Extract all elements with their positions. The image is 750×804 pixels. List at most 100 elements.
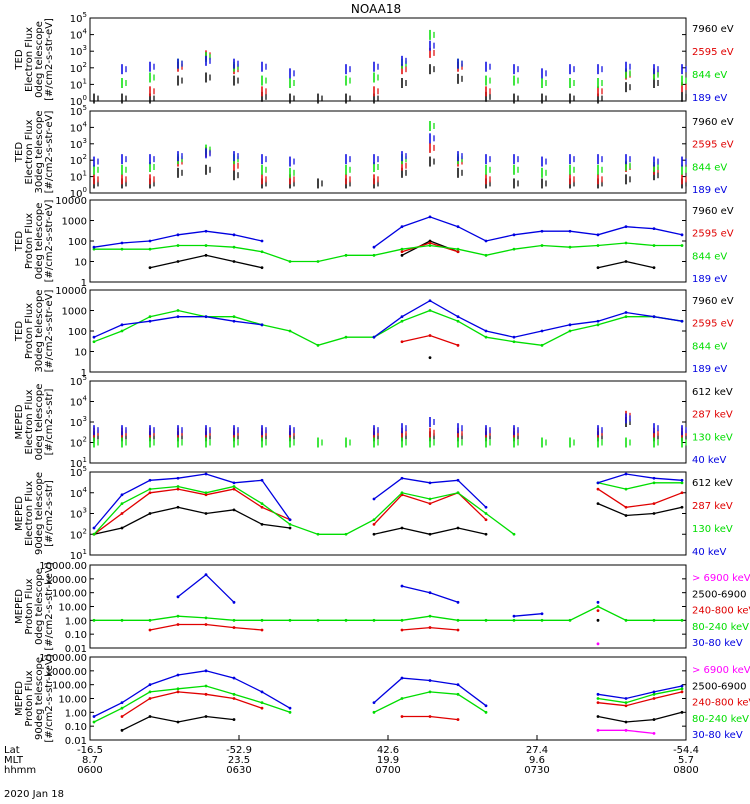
series-2595-ev <box>400 334 460 347</box>
data-point <box>456 247 460 251</box>
data-point <box>456 250 460 254</box>
y-axis-label-line: TED <box>14 321 25 342</box>
data-point <box>120 493 124 497</box>
series-line <box>93 309 683 346</box>
data-point <box>260 690 264 694</box>
series-line <box>597 482 682 490</box>
y-tick-label: 103 <box>70 507 87 521</box>
panel-frame <box>89 199 687 283</box>
x-tick-hhmm: 0800 <box>673 765 698 776</box>
y-tick-label: 10000 <box>55 286 87 297</box>
x-tick-mlt: 19.9 <box>377 755 399 766</box>
data-point <box>652 315 656 319</box>
y-tick-label: 105 <box>70 104 87 118</box>
panel-7: 0.01 0.10 1.00 10.00 100.00 1000.00 10000.00 ME… <box>14 561 750 655</box>
data-point <box>204 493 208 497</box>
data-point <box>372 618 376 622</box>
x-tick-mlt: 23.5 <box>228 755 250 766</box>
data-point <box>624 315 628 319</box>
data-point <box>596 642 600 646</box>
x-tick-mlt: 9.6 <box>529 755 545 766</box>
y-tick-label: 10000.00 <box>39 653 87 664</box>
data-point <box>456 225 460 229</box>
data-point <box>484 710 488 714</box>
data-point <box>288 522 292 526</box>
data-point <box>624 225 628 229</box>
series-line <box>597 711 683 723</box>
x-tick-mlt: 8.7 <box>82 755 98 766</box>
data-point <box>232 718 236 721</box>
data-point <box>652 692 656 696</box>
data-point <box>232 319 236 323</box>
x-row-label: Lat <box>4 745 20 756</box>
data-point <box>372 335 376 339</box>
data-point <box>540 244 544 247</box>
y-tick-label: 0.01 <box>65 736 87 747</box>
data-point <box>680 491 684 495</box>
legend-label: > 6900 keV <box>692 665 750 676</box>
data-point <box>400 250 404 254</box>
data-point <box>456 319 460 323</box>
legend-label: 7960 eV <box>692 24 734 35</box>
data-point <box>120 502 124 505</box>
legend-label: 40 keV <box>692 547 726 558</box>
y-axis-label-line: [#/cm2-s-str-eV] <box>44 200 55 283</box>
series-287-kev <box>92 487 684 536</box>
y-axis-label-line: Electron Flux <box>24 481 35 546</box>
y-axis-label-line: TED <box>14 49 25 70</box>
date-label: 2020 Jan 18 <box>4 789 64 800</box>
data-point <box>680 319 684 323</box>
data-point <box>120 323 124 327</box>
x-tick-mlt: 5.7 <box>678 755 694 766</box>
legend-label: 40 keV <box>692 455 726 466</box>
data-point <box>596 319 600 323</box>
data-point <box>400 715 404 718</box>
x-tick-hhmm: 0730 <box>524 765 549 776</box>
y-axis-label-line: Proton Flux <box>24 578 35 634</box>
data-point <box>400 584 404 588</box>
data-point <box>316 343 320 347</box>
data-point <box>288 710 292 714</box>
data-point <box>400 319 404 323</box>
data-point <box>652 512 656 515</box>
series-line <box>94 605 682 621</box>
data-point <box>204 472 208 476</box>
data-point <box>204 669 208 673</box>
data-point <box>260 323 264 327</box>
data-point <box>148 491 152 495</box>
data-point <box>204 253 208 257</box>
y-tick-label: 1000 <box>62 307 87 318</box>
data-point <box>596 609 600 613</box>
data-point <box>120 241 124 245</box>
data-point <box>680 690 684 694</box>
panel-4: 1 10 100 1000 10000 TED Proton Flux 30deg teles… <box>14 286 734 379</box>
series-line <box>597 503 683 517</box>
series-7960-ev <box>93 64 687 104</box>
y-tick-label: 10000.00 <box>39 561 87 572</box>
data-point <box>148 487 152 491</box>
data-point <box>456 683 460 687</box>
panel-6: 101 102 103 104 105 MEPED Electron Flux 90deg t… <box>14 465 733 562</box>
data-point <box>176 720 180 724</box>
data-point <box>92 247 96 251</box>
series-240-800-kev <box>148 609 600 632</box>
series-line <box>373 691 487 713</box>
data-point <box>232 233 236 237</box>
data-point <box>316 618 320 622</box>
data-point <box>120 728 124 732</box>
y-axis-label-line: [#/cm2-s-str-keV] <box>44 654 55 742</box>
y-tick-label: 100.00 <box>52 589 87 600</box>
data-point <box>596 244 600 247</box>
data-point <box>148 512 152 515</box>
data-point <box>428 626 432 629</box>
legend-label: > 6900 keV <box>692 573 750 584</box>
y-tick-label: 105 <box>70 374 87 388</box>
data-point <box>148 315 152 319</box>
data-point <box>680 618 684 622</box>
data-point <box>652 618 656 622</box>
